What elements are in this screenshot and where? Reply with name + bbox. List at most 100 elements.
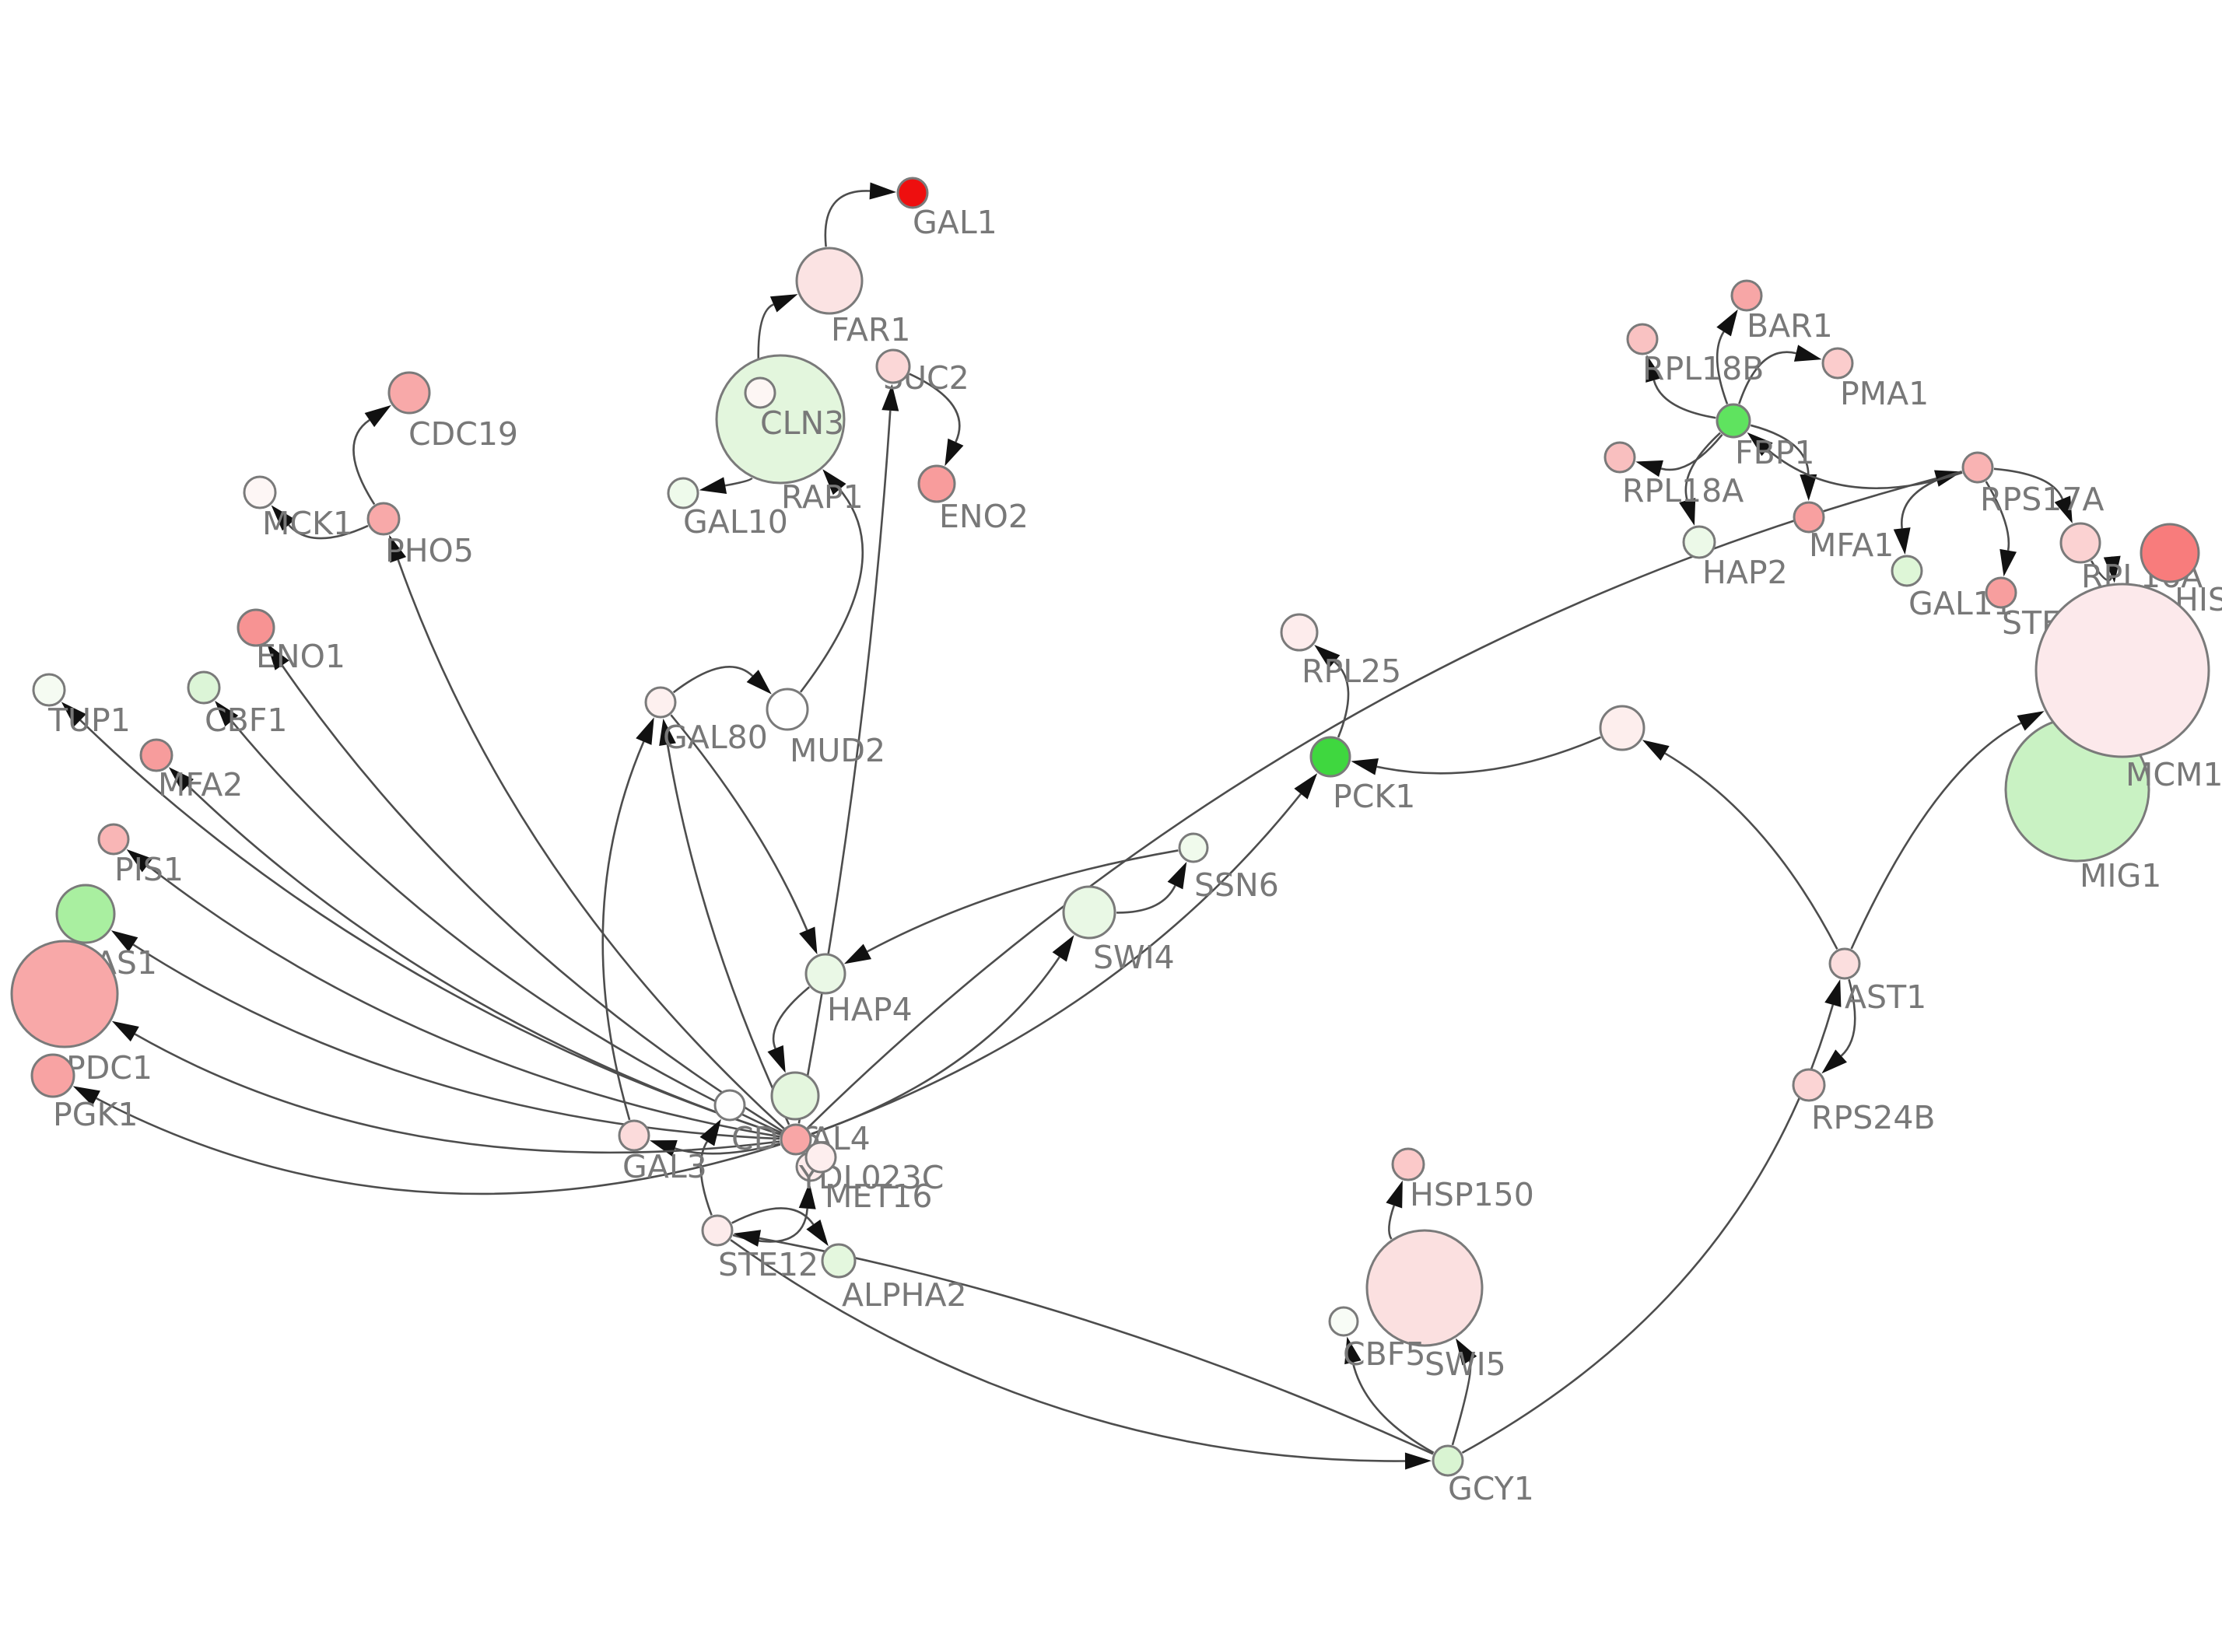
node-circle-FBP1[interactable]: [1716, 403, 1751, 439]
node-circle-PGK1[interactable]: [30, 1053, 75, 1098]
edge-AST1-MCM1[interactable]: [1850, 722, 2022, 950]
edge-STE12-GCY1[interactable]: [730, 1239, 1406, 1462]
edge-PHO5-MCK1[interactable]: [288, 524, 369, 540]
node-circle-GCY1[interactable]: [1432, 1444, 1464, 1477]
node-circle-SUC2[interactable]: [875, 348, 911, 384]
edge-GAL4-PIS1[interactable]: [146, 864, 780, 1138]
edge-FBP1-PMA1[interactable]: [1738, 351, 1796, 404]
edge-GAL4-ENO1[interactable]: [281, 664, 783, 1132]
edge-HAP4-GREEN1[interactable]: [772, 986, 810, 1049]
edge-RAP1-GAL10[interactable]: [724, 477, 753, 487]
edge-GAL80-HAP4[interactable]: [670, 714, 808, 931]
edge-GAL4-CBF1[interactable]: [230, 720, 782, 1134]
edge-GCY1-SWI5[interactable]: [1451, 1360, 1472, 1446]
node-circle-STE2[interactable]: [1985, 576, 2017, 609]
edge-GAL4-SUC2[interactable]: [797, 410, 892, 1124]
edge-GAL4-RAS1[interactable]: [132, 943, 780, 1140]
node-circle-AST1[interactable]: [1828, 947, 1861, 980]
node-circle-GAL1[interactable]: [896, 177, 929, 209]
node-circle-STE12[interactable]: [701, 1214, 734, 1247]
node-circle-ALPHA2[interactable]: [821, 1243, 857, 1279]
edge-FBP1-RPL18A[interactable]: [1660, 434, 1723, 471]
node-circle-MCM1[interactable]: [2034, 583, 2210, 758]
node-circle-FAR1[interactable]: [795, 247, 864, 315]
edge-GAL4-MFA2[interactable]: [187, 784, 781, 1136]
node-circle-CDC6[interactable]: [713, 1089, 746, 1122]
node-circle-MFA2[interactable]: [139, 738, 173, 772]
node-circle-PIS1[interactable]: [97, 823, 130, 856]
node-circle-PINK1[interactable]: [1599, 705, 1645, 751]
node-circle-PHO5[interactable]: [366, 502, 401, 536]
node-circle-HAP2[interactable]: [1682, 525, 1716, 559]
edge-AST1-RPS24B[interactable]: [1840, 978, 1856, 1057]
node-circle-TUP1[interactable]: [32, 673, 66, 707]
node-circle-RPL16A[interactable]: [2059, 522, 2101, 564]
node-circle-CLN3[interactable]: [744, 376, 776, 409]
edge-GAL4-SWI4[interactable]: [811, 956, 1060, 1136]
node-circle-RPS24B[interactable]: [1792, 1068, 1826, 1102]
node-circle-PDC1[interactable]: [10, 940, 119, 1048]
edge-GAL4-GAL80[interactable]: [666, 744, 790, 1125]
node-circle-MCK1[interactable]: [243, 475, 277, 509]
node-circle-BAR1[interactable]: [1730, 279, 1763, 312]
node-circle-ENO1[interactable]: [237, 608, 275, 647]
edge-STE12-CDC6[interactable]: [699, 1140, 713, 1216]
node-circle-SWI4[interactable]: [1062, 885, 1116, 940]
edge-GAL4-RPS17A[interactable]: [807, 477, 1937, 1129]
edge-PCK1-RPL25[interactable]: [1334, 660, 1350, 738]
edge-FBP1-RPL18B[interactable]: [1652, 380, 1716, 419]
node-circle-GAL10[interactable]: [667, 477, 699, 509]
edge-AST1-PINK1[interactable]: [1664, 752, 1838, 950]
node-circle-MUD2[interactable]: [766, 688, 809, 731]
node-circle-GAL3[interactable]: [618, 1119, 650, 1152]
edge-SUC2-ENO2[interactable]: [909, 373, 961, 443]
edge-GCY1-STE12[interactable]: [759, 1237, 1434, 1455]
node-circle-CBF5[interactable]: [1328, 1306, 1359, 1337]
node-circle-GREEN1[interactable]: [770, 1071, 820, 1121]
edge-GAL4-PCK1[interactable]: [811, 793, 1302, 1136]
node-circle-RPS17A[interactable]: [1961, 451, 1994, 484]
node-circle-HIS4[interactable]: [2140, 523, 2200, 583]
edge-RPS17A-GAL11[interactable]: [1901, 471, 1963, 529]
node-circle-PCK1[interactable]: [1309, 736, 1351, 778]
edge-GCY1-CBF5[interactable]: [1351, 1362, 1435, 1454]
edge-GAL80-MUD2[interactable]: [672, 666, 754, 694]
edge-GAL3-GAL80[interactable]: [601, 741, 645, 1121]
edge-MUD2-RAP1[interactable]: [799, 488, 864, 693]
edge-GCY1-AST1[interactable]: [1461, 1004, 1835, 1454]
node-PGK1: PGK1: [30, 1053, 138, 1133]
edge-FBP1-BAR1[interactable]: [1716, 331, 1729, 404]
node-circle-GAL11[interactable]: [1891, 555, 1923, 587]
edge-GAL4-PDC1[interactable]: [134, 1033, 780, 1154]
edge-FAR1-GAL1[interactable]: [824, 190, 871, 247]
edge-FBP1-MFA1[interactable]: [1750, 424, 1810, 475]
edge-GAL4-PGK1[interactable]: [96, 1097, 781, 1195]
node-circle-MFA1[interactable]: [1793, 501, 1825, 534]
node-circle-CDC19[interactable]: [387, 371, 431, 415]
node-circle-PMA1[interactable]: [1821, 347, 1854, 380]
node-circle-ENO2[interactable]: [917, 464, 956, 503]
node-circle-SSN6[interactable]: [1178, 832, 1209, 863]
node-circle-HAP4[interactable]: [804, 953, 846, 995]
node-circle-RPL18B[interactable]: [1626, 323, 1659, 355]
edge-RPS17A-STE2[interactable]: [1985, 481, 2010, 551]
edge-SWI4-SSN6[interactable]: [1116, 885, 1176, 914]
edge-GAL4-PHO5[interactable]: [397, 559, 785, 1129]
node-circle-GAL80[interactable]: [644, 686, 677, 719]
edge-STE12-ALPHA2[interactable]: [731, 1207, 815, 1226]
node-circle-GAL4[interactable]: [780, 1123, 812, 1156]
node-circle-RAS1[interactable]: [55, 884, 116, 944]
edge-RPS17A-RPL16A[interactable]: [1993, 467, 2064, 500]
node-circle-HSP150[interactable]: [1391, 1147, 1425, 1181]
edge-SSN6-HAP4[interactable]: [867, 849, 1179, 953]
node-circle-CBF1[interactable]: [187, 670, 221, 705]
node-circle-RPL25[interactable]: [1280, 613, 1319, 652]
node-circle-RPL18A[interactable]: [1603, 441, 1636, 474]
edge-PINK1-PCK1[interactable]: [1376, 736, 1601, 775]
edge-FBP1-HAP2[interactable]: [1684, 432, 1721, 501]
node-circle-YDL023C[interactable]: [804, 1141, 837, 1174]
node-circle-SWI5[interactable]: [1365, 1229, 1484, 1347]
edge-SWI5-HSP150[interactable]: [1388, 1205, 1396, 1240]
edge-PHO5-CDC19[interactable]: [352, 418, 376, 506]
